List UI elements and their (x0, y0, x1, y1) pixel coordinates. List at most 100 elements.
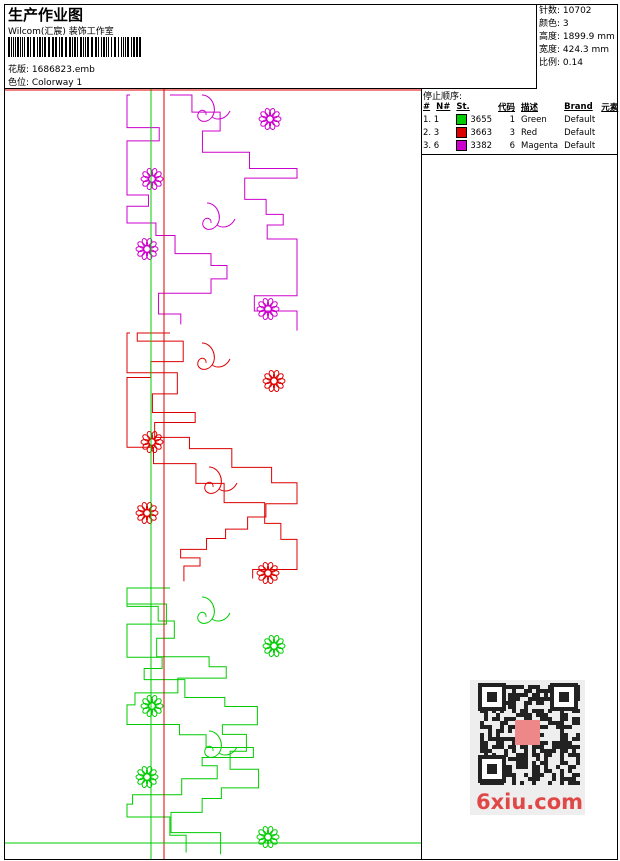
qr-cell (484, 749, 488, 753)
column-header: 元素 (601, 102, 619, 113)
brand: Default (564, 114, 596, 125)
qr-cell (536, 745, 540, 749)
flower-petal (258, 837, 267, 845)
qr-cell (576, 745, 580, 749)
bar (74, 37, 76, 57)
flower-petal (269, 565, 278, 573)
qr-cell (508, 745, 512, 749)
qr-cell (512, 717, 516, 721)
qr-cell (480, 745, 484, 749)
qr-cell (516, 685, 520, 689)
watermark: 6xiu.com (476, 790, 584, 814)
qr-cell (496, 741, 500, 745)
column-header: N# (436, 101, 451, 112)
qr-cell (548, 769, 552, 773)
qr-cell (508, 717, 512, 721)
brand: Default (564, 140, 596, 151)
qr-cell (520, 693, 524, 697)
qr-cell (500, 745, 504, 749)
qr-cell (572, 717, 576, 721)
divider (422, 154, 618, 155)
bar (52, 37, 54, 57)
qr-cell (512, 737, 516, 741)
qr-cell (564, 741, 568, 745)
bar (42, 37, 43, 57)
stitch-path (126, 94, 228, 325)
flower-petal (269, 301, 278, 309)
qr-cell (512, 693, 516, 697)
flower-petal (142, 171, 151, 179)
qr-cell (524, 705, 528, 709)
color-swatch (456, 127, 468, 138)
qr-cell (572, 749, 576, 753)
qr-cell (520, 757, 524, 761)
flower-petal (275, 638, 284, 646)
paisley (197, 342, 231, 370)
qr-cell (568, 745, 572, 749)
qr-cell (500, 721, 504, 725)
qr-cell (572, 745, 576, 749)
qr-cell (536, 701, 540, 705)
qr-cell (544, 761, 548, 765)
flower-petal (264, 638, 273, 646)
flower-petal (137, 505, 146, 513)
qr-cell (532, 685, 536, 689)
bar (39, 37, 41, 57)
paisley (197, 596, 231, 624)
qr-cell (560, 733, 564, 737)
qr-cell (544, 749, 548, 753)
qr-cell (540, 733, 544, 737)
qr-cell (512, 781, 516, 785)
qr-cell (552, 777, 556, 781)
qr-cell (576, 773, 580, 777)
qr-cell (560, 749, 564, 753)
qr-cell (564, 777, 568, 781)
qr-cell (544, 753, 548, 757)
qr-cell (564, 761, 568, 765)
bar (44, 37, 46, 57)
qr-cell (544, 725, 548, 729)
qr-finder (487, 692, 497, 702)
bar (55, 37, 57, 57)
qr-cell (524, 693, 528, 697)
qr-cell (508, 765, 512, 769)
qr-cell (564, 749, 568, 753)
qr-cell (524, 745, 528, 749)
bar (72, 37, 73, 57)
qr-cell (508, 769, 512, 773)
description: Magenta (521, 140, 559, 151)
colorway: 色位: Colorway 1 (8, 78, 83, 88)
qr-cell (540, 701, 544, 705)
qr-cell (536, 765, 540, 769)
qr-cell (508, 693, 512, 697)
qr-cell (532, 753, 536, 757)
qr-cell (528, 777, 532, 781)
flower-petal (153, 434, 162, 442)
stop-row: 2. 3 3663 3 Red Default (420, 126, 620, 139)
qr-cell (532, 749, 536, 753)
color-swatch (456, 114, 468, 125)
qr-cell (528, 689, 532, 693)
flower-petal (275, 381, 284, 389)
qr-cell (516, 697, 520, 701)
flower-petal (148, 777, 157, 785)
qr-cell (552, 773, 556, 777)
qr-cell (532, 777, 536, 781)
qr-cell (504, 749, 508, 753)
flower-petal (142, 179, 151, 187)
qr-cell (504, 717, 508, 721)
qr-cell (508, 701, 512, 705)
qr-cell (500, 741, 504, 745)
qr-cell (524, 749, 528, 753)
qr-cell (552, 749, 556, 753)
qr-cell (560, 713, 564, 717)
qr-cell (560, 737, 564, 741)
bar (20, 37, 21, 57)
design-file: 花版: 1686823.emb (8, 65, 95, 75)
bar (8, 37, 10, 57)
flower-petal (142, 442, 151, 450)
qr-cell (572, 773, 576, 777)
bar (118, 37, 119, 57)
qr-cell (540, 745, 544, 749)
